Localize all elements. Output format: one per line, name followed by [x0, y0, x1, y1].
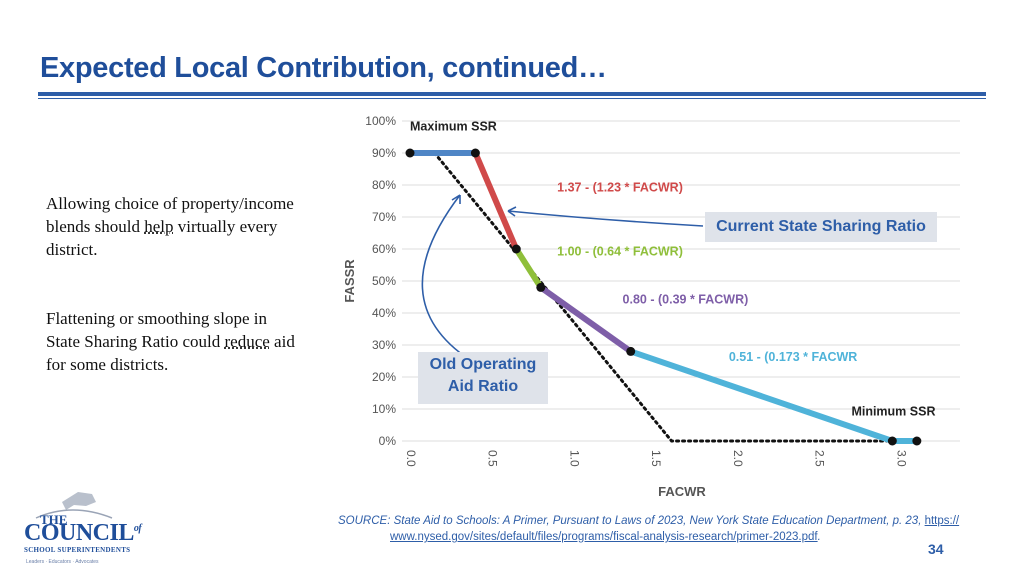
x-axis-label: FACWR — [658, 484, 706, 499]
p1-text-b: virtually every district. — [46, 217, 278, 259]
page-number: 34 — [928, 541, 944, 557]
old-oar-dotted-line — [433, 151, 902, 443]
source-text: SOURCE: State Aid to Schools: A Primer, … — [338, 515, 925, 527]
ssr-segment — [513, 246, 544, 291]
x-tick-label: 1.5 — [649, 450, 663, 467]
x-tick-label: 2.5 — [813, 450, 827, 467]
formula-annotation: 1.00 - (0.64 * FACWR) — [557, 244, 683, 258]
x-tick-label: 3.0 — [894, 450, 908, 467]
breakpoint-marker — [470, 148, 480, 158]
ssr-segment — [472, 150, 520, 252]
title-rule-thin — [38, 98, 986, 99]
y-tick-label: 20% — [372, 370, 396, 384]
callout-old-oar: Old Operating Aid Ratio — [418, 352, 548, 404]
formula-annotation: 0.51 - (0.173 * FACWR — [729, 350, 858, 364]
logo-superintendents: SCHOOL SUPERINTENDENTS — [24, 546, 131, 554]
source-tail: . — [817, 531, 821, 543]
x-tick-label: 0.0 — [404, 450, 418, 467]
breakpoint-marker — [511, 244, 521, 254]
y-tick-label: 90% — [372, 146, 396, 160]
logo-tagline: Leaders · Educators · Advocates — [26, 559, 99, 565]
callout-old-oar-line2: Aid Ratio — [447, 378, 519, 395]
y-tick-label: 100% — [365, 114, 396, 128]
source-citation: SOURCE: State Aid to Schools: A Primer, … — [338, 513, 978, 545]
source-link-part2[interactable]: www.nysed.gov/sites/default/files/progra… — [390, 531, 818, 543]
logo-council-text: COUNCIL — [24, 520, 134, 546]
callout-current-ssr-label: Current State Sharing Ratio — [716, 218, 926, 235]
slide-title: Expected Local Contribution, continued… — [40, 52, 607, 84]
y-tick-label: 50% — [372, 274, 396, 288]
y-tick-label: 0% — [379, 434, 397, 448]
p1-emphasis: help — [144, 217, 174, 236]
council-logo-icon — [35, 492, 113, 519]
arrow-current-ssr — [507, 210, 704, 227]
breakpoint-marker — [405, 148, 415, 158]
p2-text-a: Flattening or smoothing slope in State S… — [46, 309, 267, 351]
ssr-segment — [627, 348, 896, 444]
arrowhead-old-oar — [451, 194, 461, 204]
arrowhead-current-ssr — [507, 206, 517, 217]
formula-annotation: Maximum SSR — [410, 120, 497, 134]
formula-annotation: 1.37 - (1.23 * FACWR) — [557, 180, 683, 194]
formula-annotation: Minimum SSR — [851, 404, 935, 418]
p1-text-a: Allowing choice of property/income blend… — [46, 194, 294, 236]
logo-council: COUNCILof — [24, 520, 142, 547]
y-tick-label: 30% — [372, 338, 396, 352]
callout-current-ssr: Current State Sharing Ratio — [705, 212, 937, 242]
logo-the: THE — [40, 512, 68, 527]
formula-annotation: 0.80 - (0.39 * FACWR) — [623, 292, 749, 306]
x-tick-label: 2.0 — [731, 450, 745, 467]
y-tick-label: 40% — [372, 306, 396, 320]
breakpoint-marker — [887, 436, 897, 446]
p2-emphasis: reduce — [224, 332, 270, 351]
p2-text-b: aid for some districts. — [46, 332, 295, 374]
y-tick-label: 60% — [372, 242, 396, 256]
y-axis-label: FASSR — [342, 259, 357, 303]
y-tick-label: 70% — [372, 210, 396, 224]
arrow-old-oar — [421, 194, 471, 361]
source-link-part1[interactable]: https:// — [924, 515, 960, 527]
x-tick-label: 1.0 — [567, 450, 581, 467]
y-tick-label: 10% — [372, 402, 396, 416]
title-rule-thick — [38, 92, 986, 96]
breakpoint-marker — [912, 436, 922, 446]
x-tick-label: 0.5 — [486, 450, 500, 467]
body-paragraph-2: Flattening or smoothing slope in State S… — [46, 307, 296, 376]
logo-of: of — [133, 523, 142, 534]
body-paragraph-1: Allowing choice of property/income blend… — [46, 192, 296, 261]
y-tick-label: 80% — [372, 178, 396, 192]
ssr-segment — [537, 284, 634, 355]
callout-old-oar-line1: Old Operating — [429, 356, 537, 373]
breakpoint-marker — [626, 346, 636, 356]
breakpoint-marker — [536, 282, 546, 292]
